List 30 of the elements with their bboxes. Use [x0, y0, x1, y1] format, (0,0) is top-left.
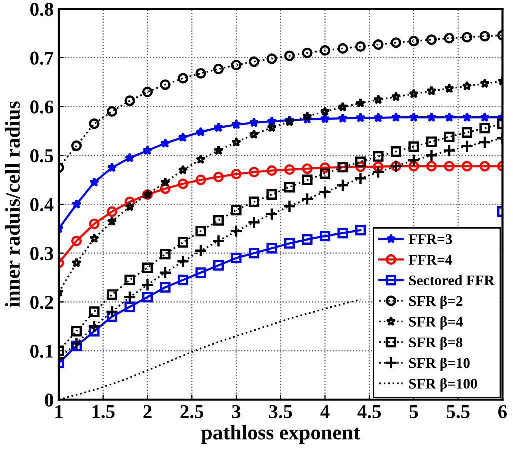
- y-tick-label: 0.5: [30, 149, 54, 163]
- x-tick-label: 4.5: [358, 405, 382, 419]
- legend-label: Sectored FFR: [410, 275, 495, 286]
- x-tick-label: 2.5: [180, 405, 204, 419]
- y-tick-label: 0.7: [30, 52, 54, 66]
- legend-label: SFR β=8: [410, 337, 463, 351]
- y-axis-title: inner raduis/cell radius: [5, 102, 20, 308]
- legend-label: SFR β=100: [410, 378, 478, 392]
- y-tick-label: 0.3: [30, 247, 54, 260]
- x-tick-label: 3.5: [269, 405, 292, 419]
- y-tick-label: 0: [45, 394, 54, 407]
- legend-label: SFR β=4: [410, 316, 463, 330]
- y-tick-label: 0.2: [30, 296, 54, 310]
- x-tick-label: 5.5: [446, 405, 470, 419]
- y-tick-label: 0.4: [30, 198, 54, 212]
- legend-label: FFR=3: [408, 234, 452, 244]
- y-tick-label: 0.6: [30, 100, 54, 114]
- x-tick-label: 1.5: [92, 405, 115, 419]
- x-tick-label: 1: [56, 405, 63, 418]
- x-tick-label: 6: [498, 405, 508, 418]
- x-tick-label: 2: [144, 405, 152, 418]
- x-tick-label: 4: [320, 405, 330, 418]
- y-tick-label: 0.8: [30, 2, 54, 16]
- x-axis-title: pathloss exponent: [202, 425, 360, 444]
- y-tick-label: 0.1: [30, 344, 54, 358]
- legend-label: FFR=4: [408, 255, 452, 265]
- x-tick-label: 3: [232, 405, 241, 418]
- legend-label: SFR β=10: [410, 358, 470, 372]
- legend-label: SFR β=2: [410, 296, 463, 310]
- x-tick-label: 5: [410, 405, 418, 418]
